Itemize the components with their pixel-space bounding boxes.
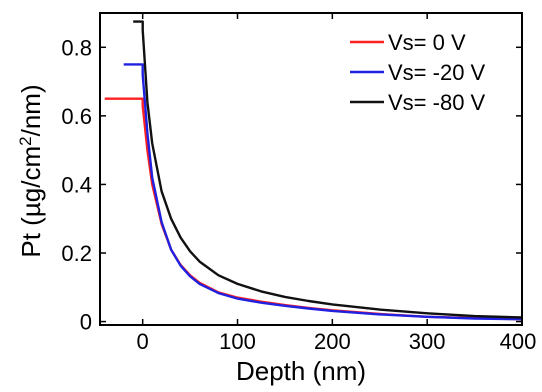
legend-label-3: Vs= -80 V xyxy=(388,90,486,115)
y-tick-label: 0.4 xyxy=(61,172,92,197)
ticks-group: 0 100 200 300 400 0 0.2 0.4 0.6 0.8 xyxy=(61,13,536,354)
series-group xyxy=(104,20,522,321)
x-tick-label: 300 xyxy=(409,329,446,354)
plot-frame xyxy=(99,12,523,326)
y-axis-label-superscript: 2 xyxy=(16,136,35,145)
x-axis-label: Depth (nm) xyxy=(236,356,366,386)
x-tick-label: 100 xyxy=(219,329,256,354)
y-axis-label: Pt (µg/cm2/nm) xyxy=(16,84,47,257)
y-tick-label: 0.6 xyxy=(61,104,92,129)
series-line-3 xyxy=(133,20,522,319)
x-tick-label: 400 xyxy=(500,329,537,354)
y-axis-label-main: Pt (µg/cm xyxy=(16,146,46,258)
y-axis-label-tail: /nm) xyxy=(16,84,46,136)
y-tick-label: 0.2 xyxy=(61,241,92,266)
x-tick-label: 0 xyxy=(137,329,149,354)
x-tick-label: 200 xyxy=(314,329,351,354)
y-tick-label: 0 xyxy=(80,310,92,335)
legend-label-1: Vs= 0 V xyxy=(388,30,466,55)
series-line-2 xyxy=(123,63,522,321)
legend: Vs= 0 V Vs= -20 V Vs= -80 V xyxy=(350,30,486,115)
legend-label-2: Vs= -20 V xyxy=(388,60,486,85)
y-tick-label: 0.8 xyxy=(61,35,92,60)
